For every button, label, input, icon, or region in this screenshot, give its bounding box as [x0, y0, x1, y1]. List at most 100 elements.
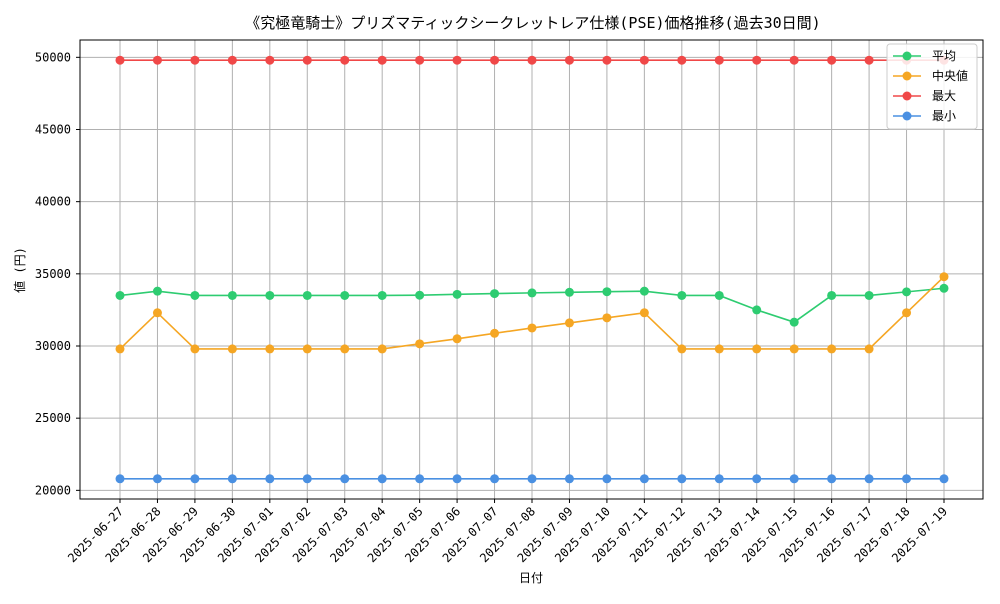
data-point — [265, 344, 275, 354]
data-point — [864, 344, 874, 354]
data-point — [377, 290, 387, 300]
data-point — [752, 305, 762, 315]
data-point — [564, 287, 574, 297]
y-tick-label: 20000 — [35, 483, 71, 497]
data-point — [564, 474, 574, 484]
data-point — [527, 288, 537, 298]
data-point — [602, 313, 612, 323]
data-point — [714, 344, 724, 354]
data-point — [490, 55, 500, 65]
data-point — [415, 55, 425, 65]
data-point — [340, 290, 350, 300]
data-point — [677, 55, 687, 65]
data-point — [340, 344, 350, 354]
data-point — [265, 55, 275, 65]
legend-label: 平均 — [932, 49, 956, 63]
data-point — [190, 474, 200, 484]
data-point — [490, 328, 500, 338]
series-1 — [115, 272, 949, 354]
data-point — [302, 290, 312, 300]
y-axis-label: 値 (円) — [12, 247, 27, 293]
data-point — [415, 339, 425, 349]
data-point — [902, 287, 912, 297]
data-point — [490, 289, 500, 299]
data-point — [527, 55, 537, 65]
data-point — [490, 474, 500, 484]
legend-label: 中央値 — [932, 68, 968, 83]
legend-label: 最小 — [932, 109, 956, 123]
y-tick-label: 25000 — [35, 411, 71, 425]
data-point — [789, 344, 799, 354]
data-point — [939, 283, 949, 293]
series-3 — [115, 474, 949, 484]
legend-marker — [902, 51, 912, 61]
data-point — [340, 474, 350, 484]
data-point — [152, 308, 162, 318]
data-point — [227, 474, 237, 484]
data-point — [452, 334, 462, 344]
y-tick-label: 50000 — [35, 50, 71, 64]
data-point — [190, 290, 200, 300]
data-point — [639, 286, 649, 296]
data-point — [377, 474, 387, 484]
data-point — [190, 55, 200, 65]
data-point — [677, 290, 687, 300]
data-point — [827, 344, 837, 354]
data-point — [752, 344, 762, 354]
grid-lines — [80, 40, 983, 499]
data-point — [340, 55, 350, 65]
data-point — [302, 55, 312, 65]
data-point — [752, 55, 762, 65]
data-point — [152, 55, 162, 65]
data-point — [527, 474, 537, 484]
data-point — [827, 474, 837, 484]
x-axis-label: 日付 — [519, 571, 543, 585]
data-point — [377, 55, 387, 65]
data-point — [714, 290, 724, 300]
data-point — [152, 474, 162, 484]
data-point — [265, 290, 275, 300]
data-point — [639, 55, 649, 65]
data-point — [564, 318, 574, 328]
data-point — [602, 287, 612, 297]
data-point — [789, 474, 799, 484]
data-point — [527, 323, 537, 333]
data-point — [714, 55, 724, 65]
y-tick-label: 45000 — [35, 122, 71, 136]
data-point — [602, 55, 612, 65]
data-point — [452, 474, 462, 484]
data-point — [827, 290, 837, 300]
data-point — [302, 344, 312, 354]
legend-marker — [902, 91, 912, 101]
data-point — [452, 55, 462, 65]
data-point — [227, 55, 237, 65]
data-point — [115, 55, 125, 65]
data-point — [227, 344, 237, 354]
data-point — [152, 286, 162, 296]
data-point — [227, 290, 237, 300]
y-tick-label: 30000 — [35, 339, 71, 353]
data-point — [115, 474, 125, 484]
data-point — [377, 344, 387, 354]
data-point — [115, 344, 125, 354]
data-point — [602, 474, 612, 484]
data-point — [639, 474, 649, 484]
data-point — [677, 474, 687, 484]
legend-marker — [902, 111, 912, 121]
data-point — [677, 344, 687, 354]
y-axis-ticks: 20000 25000 30000 35000 40000 45000 50000 — [35, 50, 80, 497]
data-point — [265, 474, 275, 484]
data-point — [827, 55, 837, 65]
data-point — [190, 344, 200, 354]
legend-marker — [902, 71, 912, 81]
data-point — [939, 474, 949, 484]
data-point — [939, 272, 949, 282]
data-point — [864, 55, 874, 65]
y-tick-label: 35000 — [35, 267, 71, 281]
data-point — [902, 308, 912, 318]
legend-box — [886, 43, 978, 130]
data-point — [714, 474, 724, 484]
